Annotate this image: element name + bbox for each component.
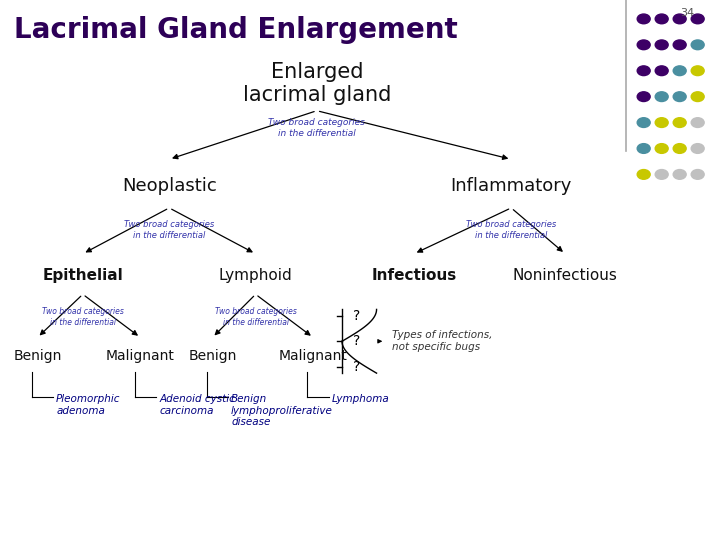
Circle shape	[691, 92, 704, 102]
Text: Malignant: Malignant	[279, 349, 348, 363]
Text: Two broad categories
in the differential: Two broad categories in the differential	[215, 307, 297, 327]
Text: Noninfectious: Noninfectious	[513, 268, 618, 283]
Text: Adenoid cystic
carcinoma: Adenoid cystic carcinoma	[159, 394, 235, 416]
Text: Types of infections,
not specific bugs: Types of infections, not specific bugs	[392, 330, 492, 352]
Text: Two broad categories
in the differential: Two broad categories in the differential	[42, 307, 124, 327]
Circle shape	[637, 40, 650, 50]
Circle shape	[673, 118, 686, 127]
Text: Lymphoma: Lymphoma	[332, 394, 390, 404]
Circle shape	[691, 170, 704, 179]
Text: ?: ?	[353, 360, 360, 374]
Circle shape	[691, 40, 704, 50]
Text: Enlarged
lacrimal gland: Enlarged lacrimal gland	[243, 62, 391, 105]
Text: Two broad categories
in the differential: Two broad categories in the differential	[269, 118, 365, 138]
Circle shape	[673, 170, 686, 179]
Text: Infectious: Infectious	[372, 268, 456, 283]
Text: Benign: Benign	[188, 349, 237, 363]
Circle shape	[655, 14, 668, 24]
Circle shape	[673, 40, 686, 50]
Circle shape	[655, 92, 668, 102]
Text: Neoplastic: Neoplastic	[122, 177, 217, 195]
Circle shape	[691, 144, 704, 153]
Text: Inflammatory: Inflammatory	[451, 177, 572, 195]
Text: Epithelial: Epithelial	[42, 268, 123, 283]
Circle shape	[655, 144, 668, 153]
Circle shape	[673, 66, 686, 76]
Circle shape	[691, 14, 704, 24]
Circle shape	[655, 170, 668, 179]
Text: Two broad categories
in the differential: Two broad categories in the differential	[124, 220, 215, 240]
Text: Malignant: Malignant	[106, 349, 175, 363]
Circle shape	[655, 66, 668, 76]
Circle shape	[655, 118, 668, 127]
Circle shape	[691, 66, 704, 76]
Circle shape	[673, 14, 686, 24]
Circle shape	[673, 92, 686, 102]
Circle shape	[637, 14, 650, 24]
Text: Lacrimal Gland Enlargement: Lacrimal Gland Enlargement	[14, 16, 458, 44]
Text: ?: ?	[353, 309, 360, 323]
Text: Pleomorphic
adenoma: Pleomorphic adenoma	[56, 394, 121, 416]
Circle shape	[673, 144, 686, 153]
Text: 34: 34	[680, 8, 695, 18]
Text: Benign
lymphoproliferative
disease: Benign lymphoproliferative disease	[231, 394, 333, 427]
Text: Lymphoid: Lymphoid	[219, 268, 292, 283]
Circle shape	[637, 92, 650, 102]
Text: Benign: Benign	[13, 349, 62, 363]
Circle shape	[637, 144, 650, 153]
Circle shape	[637, 118, 650, 127]
Circle shape	[637, 170, 650, 179]
Circle shape	[637, 66, 650, 76]
Circle shape	[655, 40, 668, 50]
Circle shape	[691, 118, 704, 127]
Text: ?: ?	[353, 334, 360, 348]
Text: Two broad categories
in the differential: Two broad categories in the differential	[466, 220, 557, 240]
